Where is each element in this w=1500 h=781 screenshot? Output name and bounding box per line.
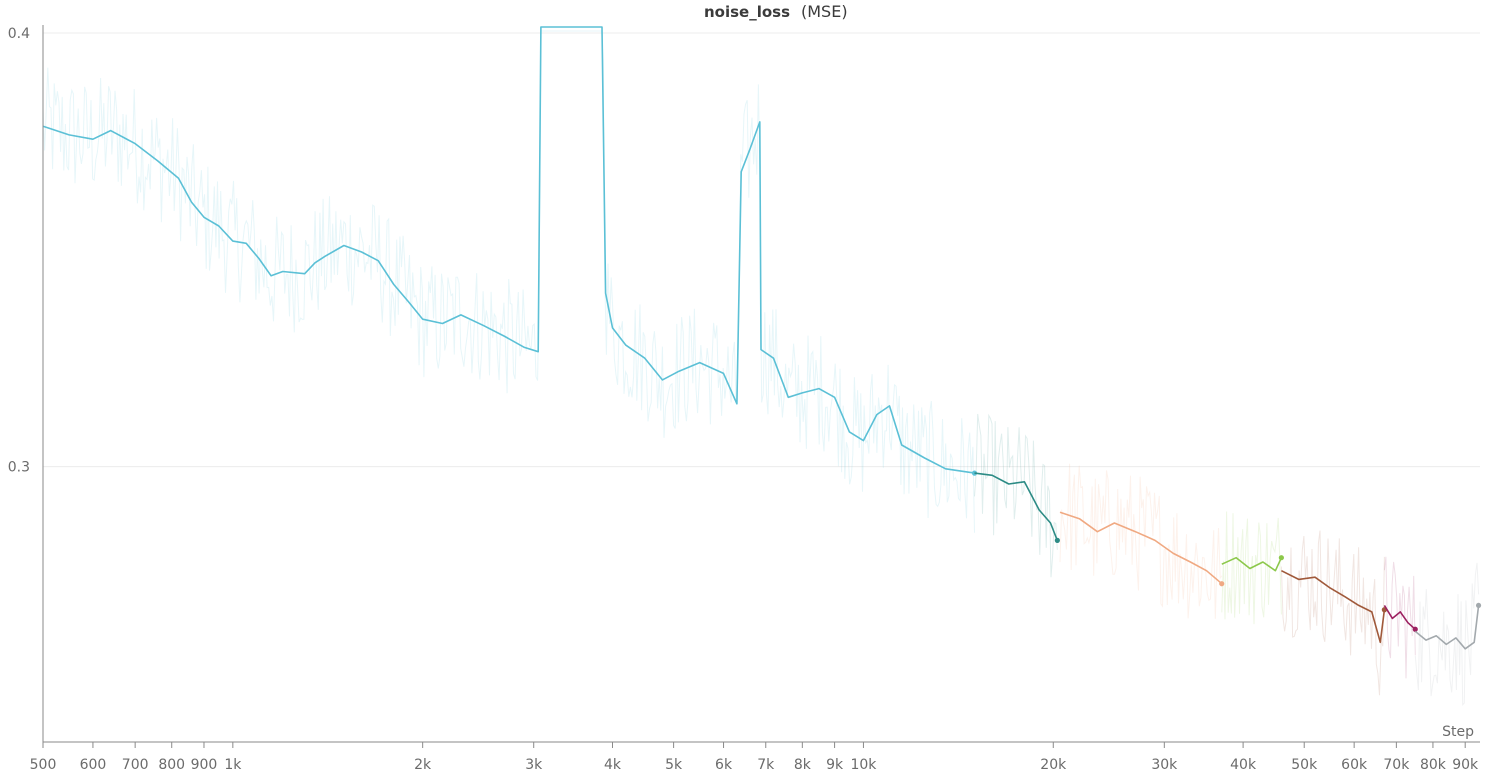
x-tick-label: 50k [1291,757,1318,773]
x-tick-label: 6k [715,757,733,773]
raw-trace-6 [1414,562,1480,706]
raw-trace-5 [1383,556,1416,679]
x-tick-label: 60k [1341,757,1368,773]
x-tick-label: 90k [1452,757,1479,773]
raw-trace-0 [42,30,975,533]
series-line-3 [1221,556,1283,572]
series-end-point-6 [1475,602,1482,609]
x-tick-label: 10k [850,757,877,773]
raw-trace-3 [1221,511,1282,625]
series-end-point-5 [1412,626,1418,632]
series-end-point-3 [1278,555,1284,561]
x-tick-label: 2k [414,757,432,773]
series-line-1 [974,472,1059,541]
x-tick-label: 900 [191,757,218,773]
x-tick-label: 7k [757,757,775,773]
series-line-4 [1281,569,1386,644]
y-tick-label: 0.3 [8,460,30,476]
series-line-0 [42,26,975,474]
series-line-2 [1059,511,1223,585]
x-tick-label: 40k [1230,757,1257,773]
x-tick-label: 600 [80,757,107,773]
y-tick-label: 0.4 [8,26,30,42]
raw-trace-1 [974,413,1058,578]
x-tick-label: 9k [826,757,844,773]
x-tick-label: 8k [794,757,812,773]
x-tick-label: 70k [1383,757,1410,773]
tick-layer: 0.3 0.4 500 600 700 800 900 1k 2k 3k 4k 5k 6k 7k 8k 9k 1… [8,26,1479,773]
x-tick-label: 800 [158,757,185,773]
raw-trace-4 [1280,530,1385,696]
x-tick-label: 3k [525,757,543,773]
series-line-6 [1414,605,1480,650]
x-axis-title: Step [1442,724,1474,740]
series-line-5 [1383,604,1416,630]
x-tick-label: 4k [604,757,622,773]
series-end-point-1 [1054,537,1060,543]
series-layer [42,26,1482,650]
series-end-point-0 [971,470,978,476]
raw-noise-layer [42,30,1480,706]
x-tick-label: 20k [1040,757,1067,773]
x-tick-label: 700 [122,757,149,773]
chart-subtitle: (MSE) [801,2,848,21]
series-end-point-2 [1219,581,1225,587]
x-tick-label: 80k [1420,757,1447,773]
x-tick-label: 30k [1151,757,1178,773]
raw-trace-2 [1059,463,1223,619]
x-tick-label: 5k [665,757,683,773]
grid-layer [43,32,1480,468]
x-tick-label: 1k [224,757,242,773]
chart-title: noise_loss [704,3,790,21]
x-tick-label: 500 [30,757,57,773]
